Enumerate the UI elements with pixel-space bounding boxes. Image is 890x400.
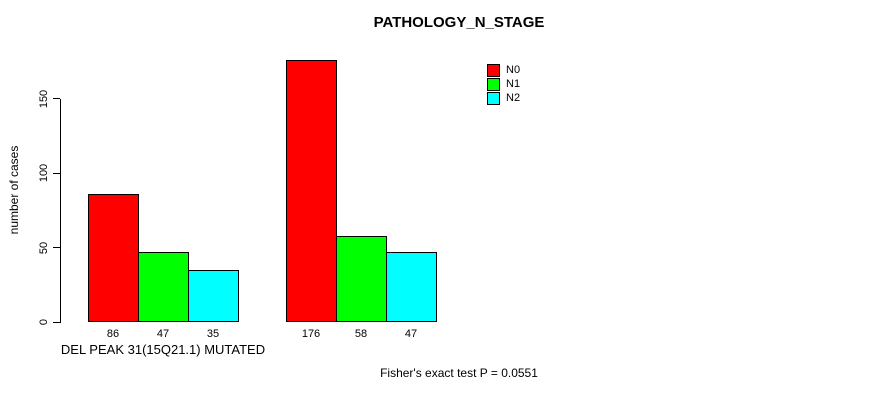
y-axis-tick-label: 100	[38, 164, 50, 183]
bar-n2-group2	[386, 252, 437, 322]
bar-value-label: 47	[404, 328, 418, 340]
y-axis-tick	[53, 98, 60, 100]
fisher-test-annotation: Fisher's exact test P = 0.0551	[380, 366, 538, 380]
legend: N0 N1 N2	[487, 63, 520, 105]
legend-label-n1: N1	[506, 78, 521, 90]
legend-item-n1: N1	[487, 77, 520, 91]
bar-value-label: 176	[301, 328, 321, 340]
y-axis-tick-label: 150	[38, 89, 50, 109]
bar-n2-group1	[188, 270, 239, 322]
bar-n1-group1	[138, 252, 189, 322]
y-axis-tick	[53, 172, 60, 174]
x-axis-group-label: DEL PEAK 31(15Q21.1) MUTATED	[60, 342, 266, 357]
legend-label-n0: N0	[506, 64, 521, 76]
legend-item-n2: N2	[487, 91, 520, 105]
bar-value-label: 47	[156, 328, 170, 340]
bar-value-label: 86	[106, 328, 120, 340]
bar-value-label: 35	[206, 328, 220, 340]
bar-n0-group1	[88, 194, 139, 322]
bar-n0-group2	[286, 60, 337, 322]
y-axis-line	[60, 99, 61, 323]
legend-item-n0: N0	[487, 63, 520, 77]
y-axis-tick	[53, 321, 60, 323]
legend-swatch-n2	[487, 91, 500, 105]
bar-value-label: 58	[354, 328, 368, 340]
chart-title: PATHOLOGY_N_STAGE	[373, 14, 545, 31]
y-axis-title: number of cases	[7, 145, 21, 235]
y-axis-tick	[53, 247, 60, 249]
legend-swatch-n0	[487, 63, 500, 77]
bar-n1-group2	[336, 236, 387, 322]
legend-swatch-n1	[487, 77, 500, 91]
y-axis-tick-label: 0	[38, 318, 50, 326]
legend-label-n2: N2	[506, 92, 521, 104]
y-axis-tick-label: 50	[38, 241, 50, 254]
